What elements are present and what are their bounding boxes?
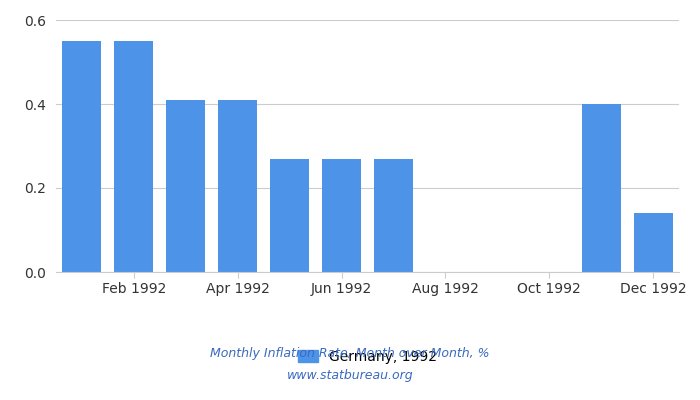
Bar	[62, 41, 102, 272]
Bar	[374, 158, 413, 272]
Text: www.statbureau.org: www.statbureau.org	[287, 370, 413, 382]
Text: Monthly Inflation Rate, Month over Month, %: Monthly Inflation Rate, Month over Month…	[210, 348, 490, 360]
Legend: Germany, 1992: Germany, 1992	[298, 350, 438, 364]
Bar	[582, 104, 621, 272]
Bar	[167, 100, 205, 272]
Bar	[270, 158, 309, 272]
Bar	[218, 100, 257, 272]
Bar	[114, 41, 153, 272]
Bar	[322, 158, 361, 272]
Bar	[634, 213, 673, 272]
